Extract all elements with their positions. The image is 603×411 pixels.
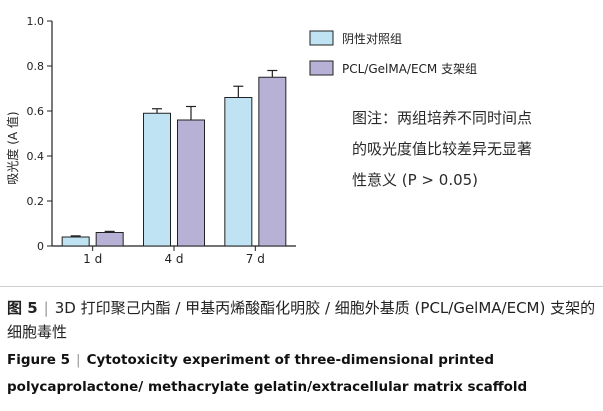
- caption-chinese: 图 5 | 3D 打印聚己内酯 / 甲基丙烯酸酯化明胶 / 细胞外基质 (PCL/G…: [7, 296, 601, 344]
- x-tick-label: 7 d: [246, 252, 265, 266]
- y-tick-label: 0.2: [27, 195, 45, 208]
- legend-label: 阴性对照组: [342, 32, 402, 46]
- x-tick-label: 1 d: [83, 252, 102, 266]
- note-line-3: 性意义 (P > 0.05): [352, 171, 479, 189]
- caption-separator: |: [43, 299, 49, 317]
- x-tick-label: 4 d: [164, 252, 183, 266]
- caption-separator: |: [76, 352, 81, 368]
- legend-swatch: [309, 30, 334, 46]
- caption-en-text: Cytotoxicity experiment of three-dimensi…: [7, 352, 528, 395]
- bar: [258, 76, 287, 247]
- bar: [143, 112, 171, 247]
- caption-english: Figure 5 | Cytotoxicity experiment of thre…: [7, 347, 601, 401]
- caption-cn-text: 3D 打印聚己内酯 / 甲基丙烯酸酯化明胶 / 细胞外基质 (PCL/GelMA…: [7, 299, 596, 341]
- bar: [61, 236, 90, 247]
- caption-divider: [0, 286, 603, 287]
- note-line-2: 的吸光度值比较差异无显著: [352, 140, 533, 158]
- bar-chart: 0 0.2 0.4 0.6 0.8 1.0 1 d 4 d 7 d 阴性对照组 PCL/GelMA/…: [5, 15, 478, 266]
- bar: [224, 97, 253, 247]
- caption-cn-number: 图 5: [7, 299, 38, 317]
- y-tick-label: 1.0: [27, 15, 45, 28]
- caption-en-number: Figure 5: [7, 352, 71, 368]
- plot-area: 0 0.2 0.4 0.6 0.8 1.0 1 d 4 d 7 d 阴性对照组 PCL/GelMA/…: [27, 15, 478, 266]
- y-tick-label: 0.8: [27, 60, 45, 73]
- figure-note: 图注：两组培养不同时间点 的吸光度值比较差异无显著 性意义 (P > 0.05): [352, 103, 602, 196]
- y-tick-label: 0.6: [27, 105, 45, 118]
- y-axis-label: 吸光度 (A 值): [5, 111, 20, 184]
- y-tick-label: 0.4: [27, 150, 45, 163]
- bar: [95, 232, 124, 247]
- y-tick-label: 0: [37, 240, 44, 253]
- note-line-1: 图注：两组培养不同时间点: [352, 109, 533, 127]
- legend-label: PCL/GelMA/ECM 支架组: [342, 62, 477, 76]
- legend-swatch: [309, 60, 334, 76]
- bar: [177, 119, 205, 247]
